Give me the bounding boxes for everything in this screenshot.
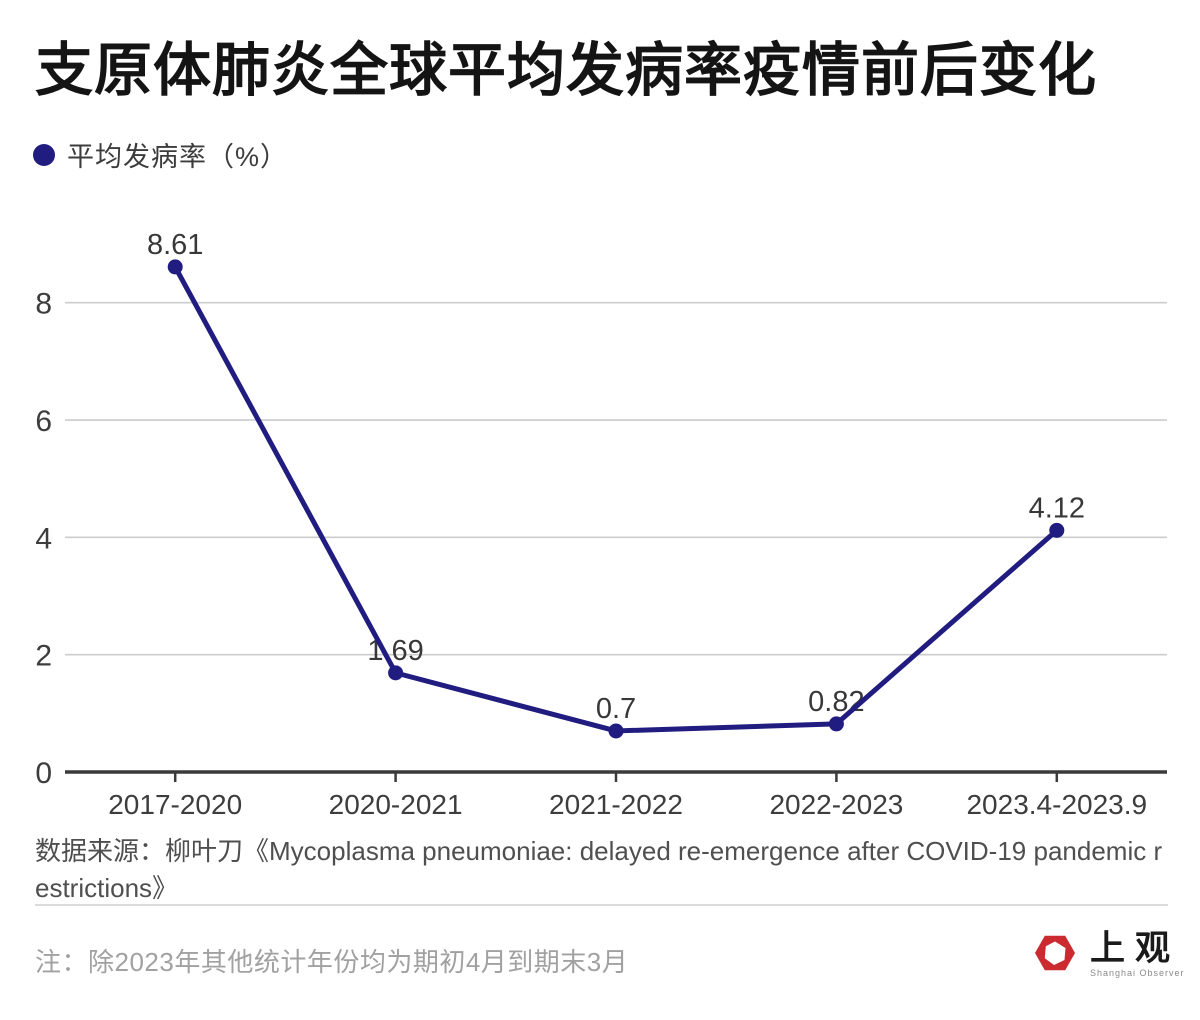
y-axis-tick-label: 4 [35,522,52,555]
legend-label: 平均发病率（%） [67,142,289,172]
data-point-marker [608,723,624,739]
y-axis-tick-label: 2 [35,640,52,673]
data-point-label: 4.12 [1029,492,1085,524]
footnote: 注：除2023年其他统计年份均为期初4月到期末3月 [35,947,629,977]
chart-title: 支原体肺炎全球平均发病率疫情前后变化 [35,38,1098,103]
data-point-marker [1049,522,1065,538]
logo-subtitle: Shanghai Observer [1090,968,1185,978]
legend-marker-icon [33,143,55,166]
x-axis-category-label: 2020-2021 [329,789,463,820]
legend: 平均发病率（%） [33,135,288,174]
data-point-marker [388,665,404,681]
data-point-label: 0.7 [596,693,636,725]
source-note: 数据来源：柳叶刀《Mycoplasma pneumoniae: delayed … [35,836,1163,903]
logo-text: 上观 Shanghai Observer [1090,929,1185,979]
x-axis-category-label: 2023.4-2023.9 [966,789,1147,820]
x-axis-category-label: 2022-2023 [769,789,903,820]
y-axis-tick-label: 8 [35,288,52,321]
publisher-logo: 上观 Shanghai Observer [1034,931,1185,978]
x-axis-category-label: 2017-2020 [108,789,242,820]
logo-hexagon-icon [1035,935,1075,971]
data-point-marker [828,716,844,732]
data-point-label: 8.61 [147,229,203,261]
logo-wordmark: 上观 [1090,929,1181,968]
divider [35,904,1168,906]
series-line [172,264,1060,734]
x-axis-category-label: 2021-2022 [549,789,683,820]
data-point-marker [167,259,183,275]
data-point-label: 0.82 [808,686,864,718]
y-axis-tick-label: 6 [35,405,52,438]
y-axis-tick-label: 0 [35,757,52,790]
